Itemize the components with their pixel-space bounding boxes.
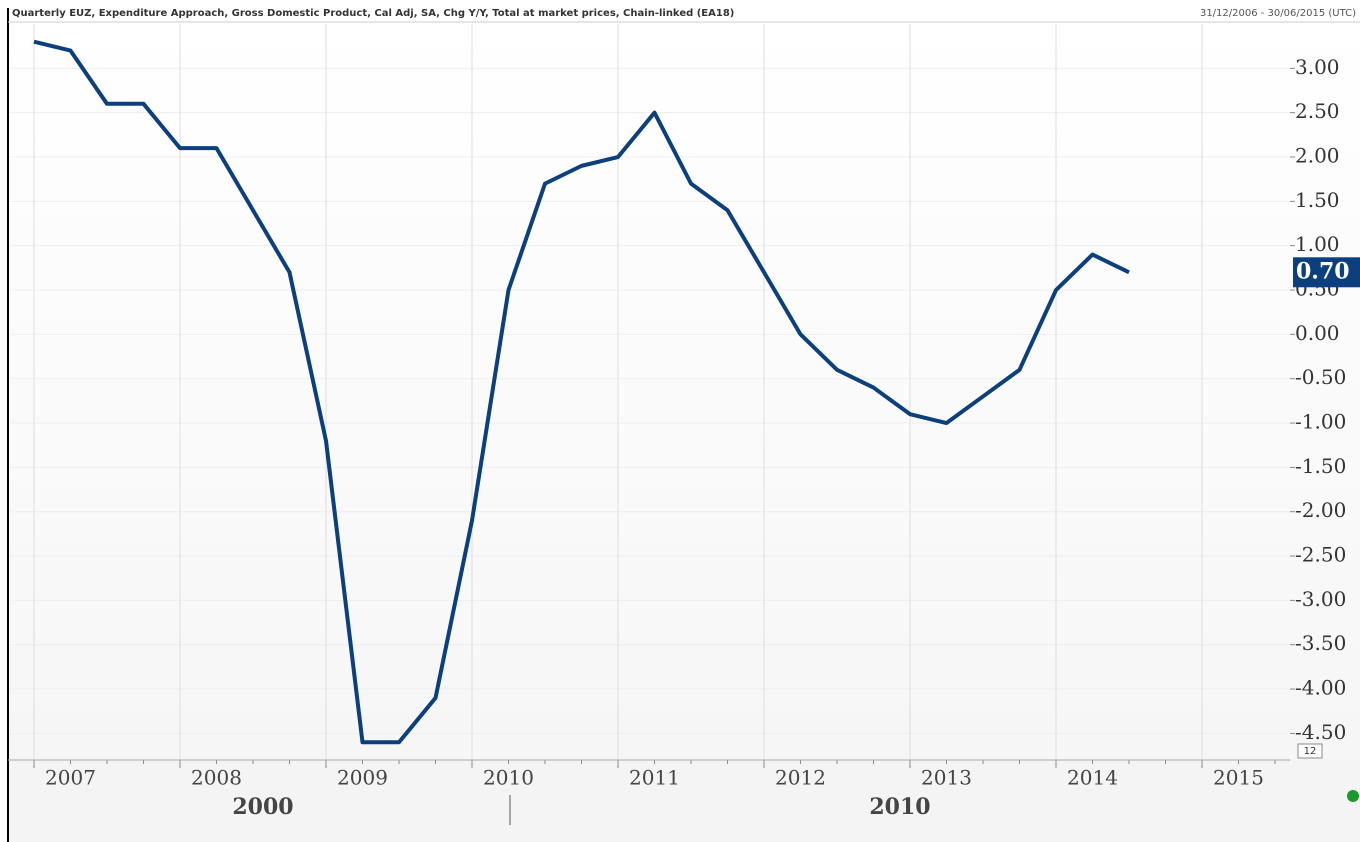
x-tick-label: 2008 [191, 766, 242, 790]
y-tick-label: -3.00 [1295, 587, 1346, 611]
badge: 12 [1304, 746, 1317, 757]
y-tick-label: -4.00 [1295, 676, 1346, 700]
y-tick-label: -1.50 [1295, 454, 1346, 478]
axis-background [8, 760, 1360, 842]
period-label: 2000 [232, 794, 293, 820]
y-tick-label: -3.50 [1295, 631, 1346, 655]
x-tick-label: 2014 [1067, 766, 1118, 790]
y-tick-label: 2.00 [1295, 144, 1340, 168]
y-tick-label: 1.00 [1295, 232, 1340, 256]
x-tick-label: 2010 [483, 766, 534, 790]
date-range: 31/12/2006 - 30/06/2015 (UTC) [1200, 8, 1356, 19]
y-tick-label: 0.00 [1295, 321, 1340, 345]
y-tick-label: 1.50 [1295, 188, 1340, 212]
period-label: 2010 [869, 794, 930, 820]
badge-box [1297, 743, 1323, 759]
y-tick-label: -4.50 [1295, 720, 1346, 744]
y-tick-label: -1.00 [1295, 410, 1346, 434]
title-bar [0, 0, 1360, 22]
x-tick-label: 2007 [45, 766, 96, 790]
status-dot [1347, 790, 1359, 802]
plot-background [8, 22, 1360, 760]
series-line [33, 39, 1130, 745]
y-tick-label: -2.50 [1295, 543, 1346, 567]
last-value-label: 0.70 [1296, 258, 1350, 284]
x-tick-label: 2012 [775, 766, 826, 790]
last-value-box [1293, 257, 1360, 288]
x-tick-label: 2013 [921, 766, 972, 790]
chart-title: Quarterly EUZ, Expenditure Approach, Gro… [12, 8, 734, 19]
y-tick-label: -2.00 [1295, 498, 1346, 522]
y-tick-label: 2.50 [1295, 99, 1340, 123]
y-tick-label: -0.50 [1295, 365, 1346, 389]
x-tick-label: 2009 [337, 766, 388, 790]
x-tick-label: 2011 [629, 766, 680, 790]
y-tick-label: 3.00 [1295, 55, 1340, 79]
x-tick-label: 2015 [1213, 766, 1264, 790]
